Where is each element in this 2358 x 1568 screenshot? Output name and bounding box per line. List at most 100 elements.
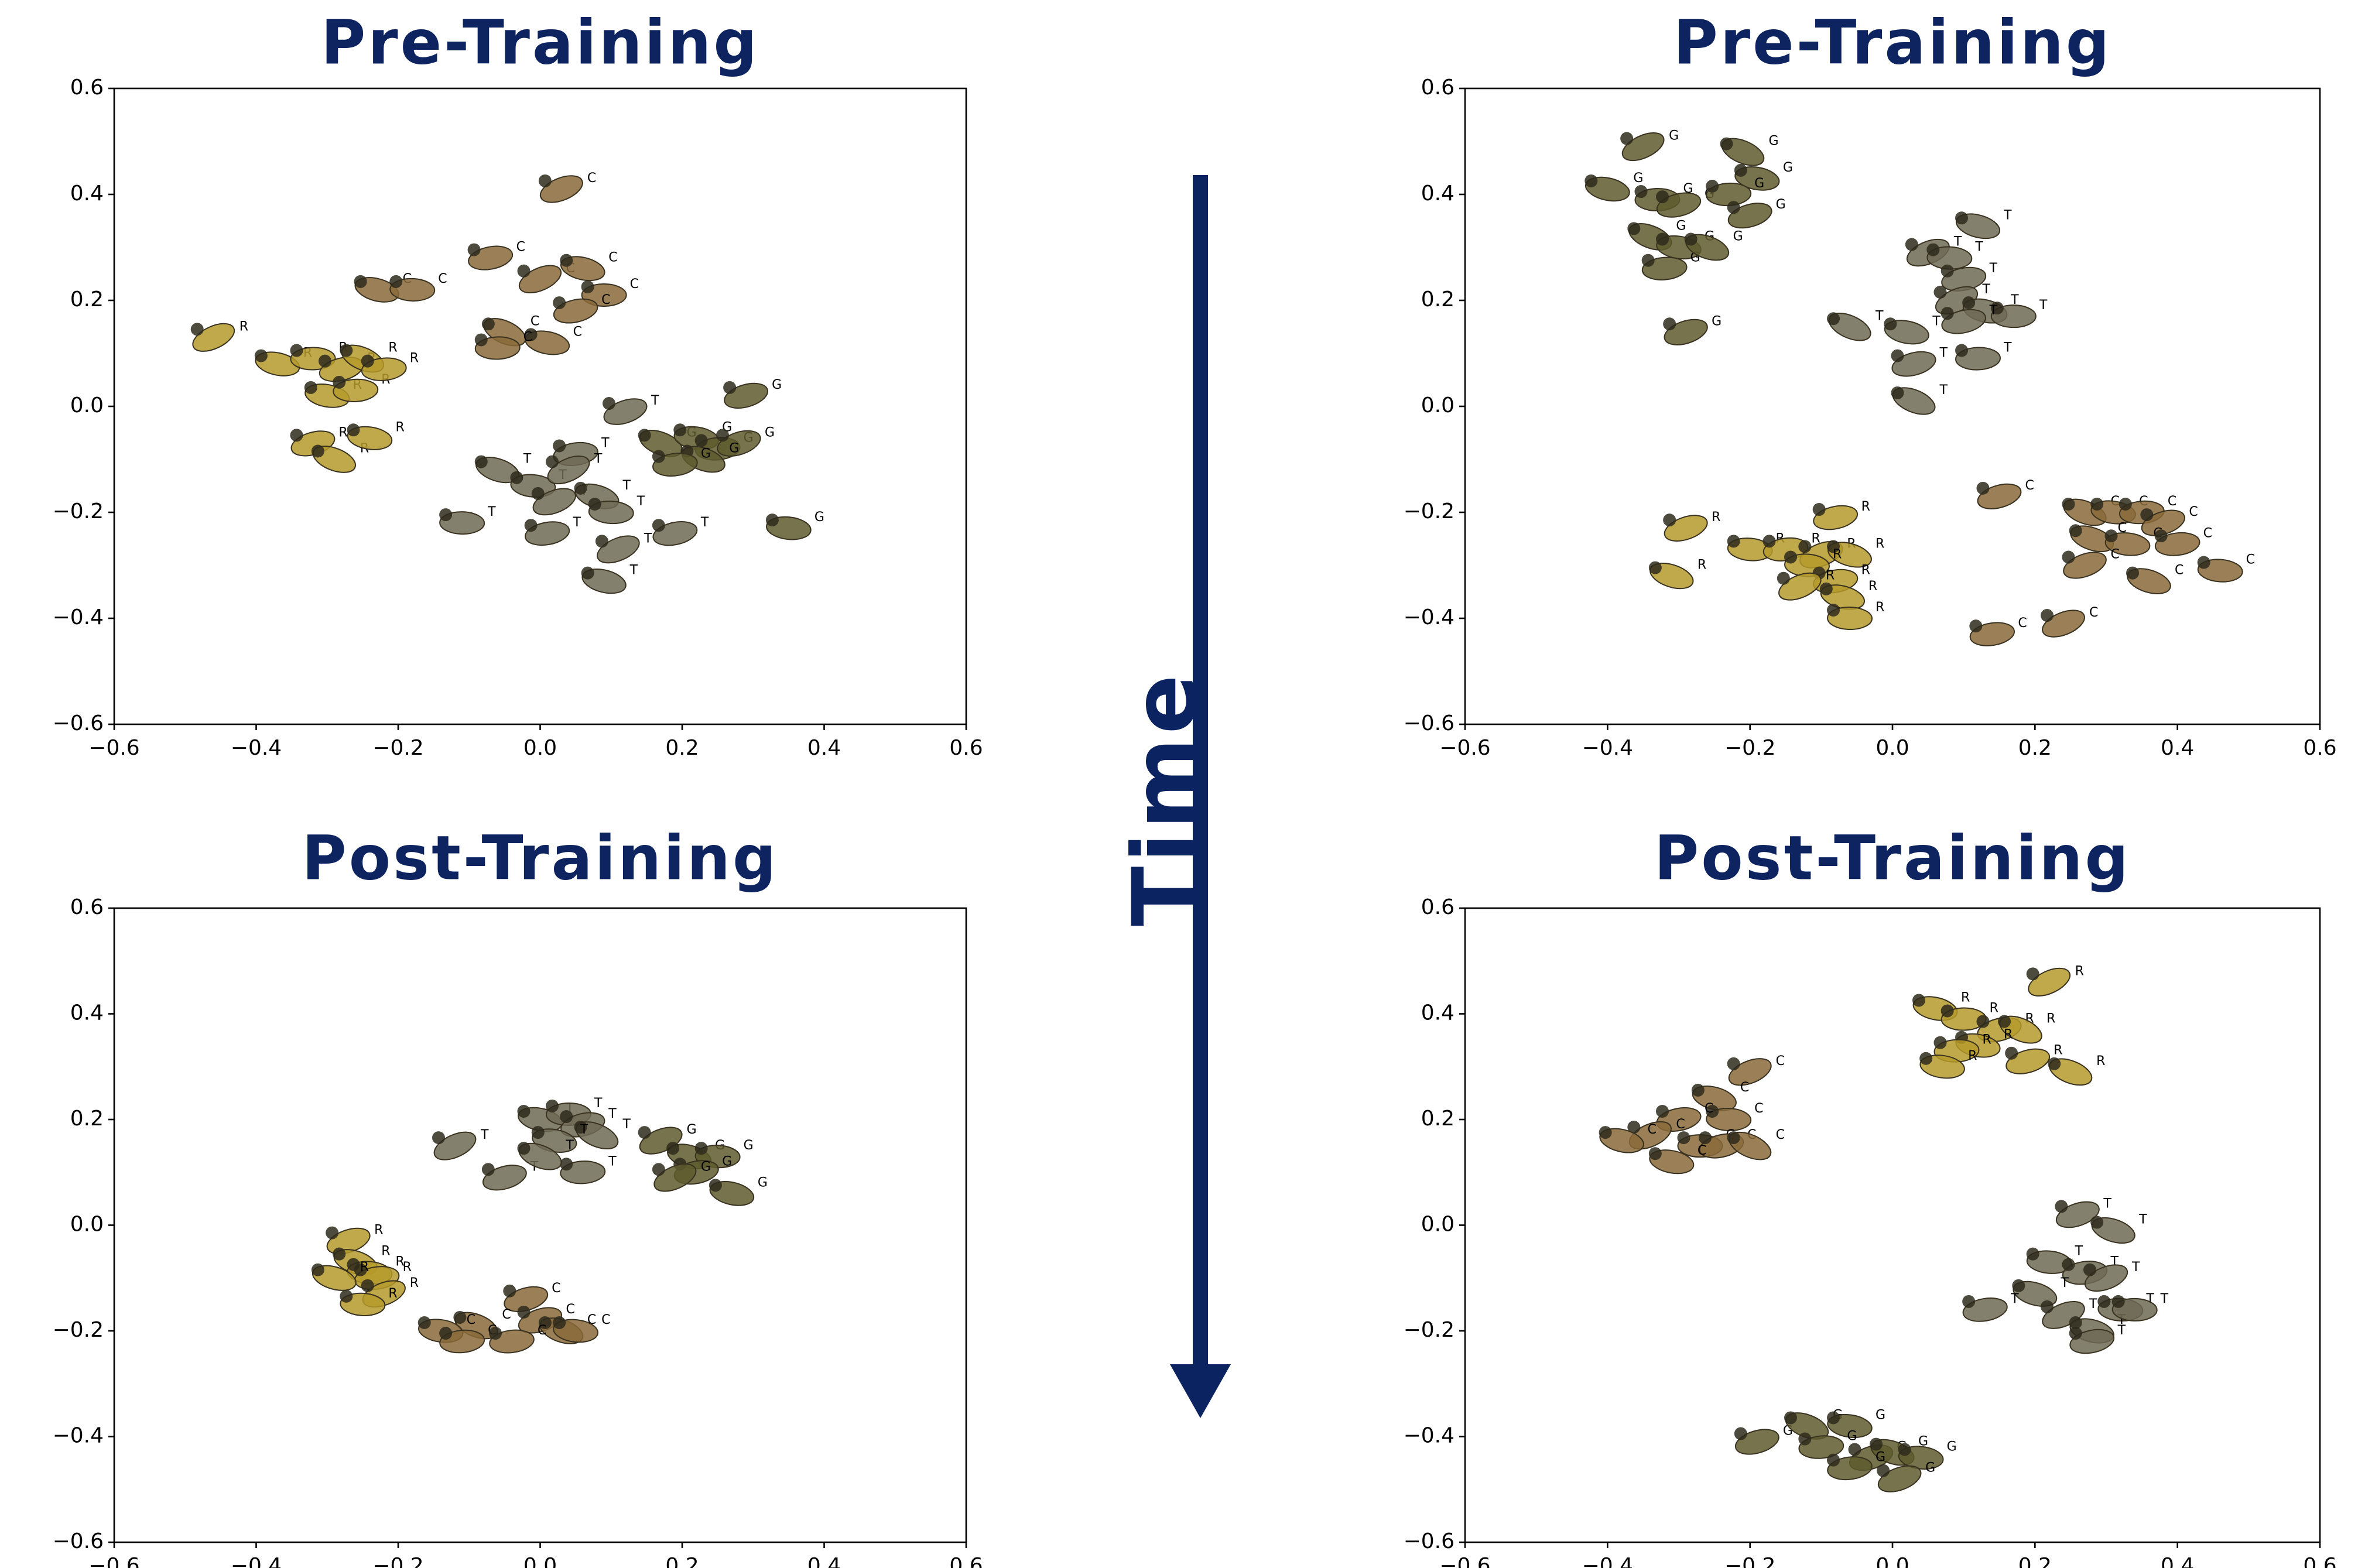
bird-head <box>2090 498 2104 511</box>
bird-head <box>2005 1046 2018 1060</box>
bird-head <box>290 429 303 442</box>
x-tick-label: 0.6 <box>2303 736 2336 760</box>
bird-head <box>1634 185 1648 198</box>
bird-head <box>254 349 268 362</box>
bird-head <box>1656 232 1669 246</box>
point-label: C <box>2168 494 2176 509</box>
bird-head <box>333 1247 346 1261</box>
bird-head <box>453 1310 467 1324</box>
point-label: T <box>636 494 645 509</box>
y-tick-label: 0.0 <box>1421 1213 1455 1237</box>
y-tick-label: 0.2 <box>1421 1107 1455 1131</box>
bird-head <box>2097 1295 2111 1308</box>
point-label: T <box>622 478 631 493</box>
bird-head <box>1933 1036 1947 1049</box>
y-tick-label: −0.6 <box>1404 1529 1455 1553</box>
plot-frame <box>113 907 967 1543</box>
point-label: T <box>700 515 709 530</box>
bird-head <box>1727 1057 1740 1070</box>
y-tick-label: 0.6 <box>70 895 104 919</box>
point-label: R <box>339 425 348 440</box>
point-label: R <box>1983 1033 1991 1047</box>
point-label: C <box>608 251 617 265</box>
point-label: C <box>1705 1101 1713 1116</box>
bird-head <box>1891 386 1904 399</box>
bird-head <box>481 317 495 331</box>
point-label: C <box>1676 1117 1685 1132</box>
bird-head <box>333 375 346 389</box>
point-label: G <box>1876 1450 1885 1465</box>
bird-head <box>2062 550 2075 564</box>
point-label: G <box>772 378 782 392</box>
bird-head <box>1691 1083 1705 1097</box>
bird-head <box>652 519 665 532</box>
point-label: C <box>2111 547 2120 562</box>
bird-head <box>439 508 453 522</box>
point-label: T <box>2010 1292 2019 1306</box>
point-label: R <box>1961 990 1970 1005</box>
point-label: T <box>480 1128 489 1142</box>
point-label: G <box>758 1175 768 1190</box>
point-label: G <box>1676 218 1686 233</box>
bird-head <box>1727 1131 1740 1145</box>
point-label: R <box>388 1286 397 1301</box>
bird-head <box>524 328 538 341</box>
point-label: R <box>2054 1043 2062 1058</box>
bird-head <box>1663 317 1676 331</box>
bird-head <box>652 1163 665 1176</box>
point-label: T <box>2138 1213 2147 1227</box>
y-tick-label: −0.2 <box>1404 499 1455 523</box>
point-label: R <box>388 341 397 355</box>
bird-head <box>340 344 353 357</box>
point-label: R <box>239 319 248 334</box>
point-label: R <box>1861 499 1870 514</box>
bird-head <box>1870 1437 1883 1451</box>
point-label: G <box>1754 176 1764 191</box>
bird-head <box>2197 556 2210 569</box>
bird-head <box>361 354 374 368</box>
bird-head <box>432 1131 445 1145</box>
bird-head <box>1684 232 1698 246</box>
point-label: C <box>2189 505 2198 519</box>
bird-head <box>1827 1411 1840 1425</box>
point-label: R <box>396 1255 405 1269</box>
point-label: C <box>1776 1054 1785 1069</box>
point-label: G <box>1733 230 1743 244</box>
bird-head <box>560 1158 573 1171</box>
bird-head <box>694 1142 708 1155</box>
bird-head <box>2041 1300 2054 1313</box>
bird-head <box>361 1279 374 1292</box>
point-label: T <box>566 1138 574 1153</box>
point-label: G <box>765 425 775 440</box>
bird-head <box>326 1226 339 1240</box>
bird-head <box>1926 243 1940 256</box>
bird-head <box>1584 174 1598 187</box>
bird-head <box>474 455 488 468</box>
bird-head <box>1941 1004 1954 1018</box>
bird-head <box>2154 529 2168 543</box>
point-label: R <box>1698 558 1706 573</box>
point-label: C <box>1754 1101 1763 1116</box>
point-label: R <box>1812 531 1820 546</box>
point-label: C <box>516 240 525 255</box>
bird-head <box>1812 503 1826 516</box>
bird-head <box>553 439 566 453</box>
bird-head <box>1990 302 2004 315</box>
bird-head <box>1976 481 1990 495</box>
point-label: G <box>1783 160 1793 175</box>
bird-head <box>467 243 481 256</box>
x-tick-label: 0.6 <box>949 736 983 760</box>
point-label: C <box>2089 605 2098 620</box>
bird-head <box>560 1110 573 1124</box>
x-tick-label: 0.6 <box>949 1554 983 1568</box>
x-tick-label: 0.2 <box>2018 736 2052 760</box>
point-label: C <box>552 1281 560 1296</box>
bird-head <box>354 275 367 288</box>
x-tick-label: 0.0 <box>1876 1554 1909 1568</box>
point-label: T <box>629 563 638 578</box>
bird-head <box>417 1316 431 1329</box>
point-label: G <box>701 1159 711 1174</box>
bird-head <box>1727 535 1740 548</box>
point-label: R <box>403 1260 412 1275</box>
bird-head <box>2055 1200 2068 1213</box>
